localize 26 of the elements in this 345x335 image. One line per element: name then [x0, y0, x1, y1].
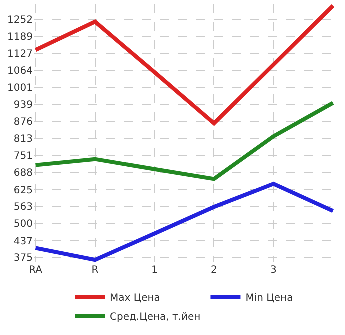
- x-tick-label: R: [92, 265, 99, 276]
- y-tick-label: 688: [14, 168, 33, 180]
- x-tick-label: RA: [29, 265, 43, 276]
- y-tick-label: 625: [14, 185, 33, 196]
- x-tick-label: 3: [270, 265, 277, 276]
- y-tick-label: 563: [14, 202, 33, 214]
- legend-label: Сред.Цена, т.йен: [110, 312, 201, 324]
- x-tick-label: 2: [211, 265, 218, 276]
- line-series: [34, 4, 335, 126]
- x-tick-label: 1: [152, 265, 158, 276]
- y-tick-label: 1001: [8, 83, 33, 94]
- y-tick-label: 1189: [8, 32, 33, 44]
- y-tick-label: 375: [14, 253, 33, 264]
- line-series: [34, 101, 335, 182]
- legend-label: Min Цена: [246, 293, 294, 304]
- line-series: [34, 182, 335, 262]
- y-tick-label: 751: [14, 151, 33, 162]
- y-tick-label: 876: [14, 117, 33, 128]
- y-tick-label: 813: [14, 134, 33, 146]
- y-tick-label: 1127: [8, 48, 33, 60]
- legend-label: Max Цена: [110, 293, 160, 304]
- y-tick-label: 437: [14, 236, 33, 248]
- y-tick-label: 1252: [8, 14, 33, 26]
- y-tick-label: 500: [14, 219, 33, 230]
- y-tick-label: 939: [14, 100, 33, 111]
- y-tick-label: 1064: [8, 66, 33, 78]
